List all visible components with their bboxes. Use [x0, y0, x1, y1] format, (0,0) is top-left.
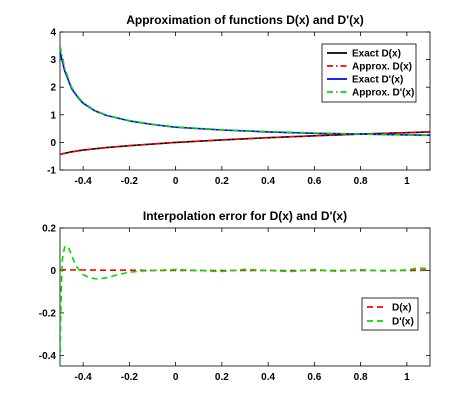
x-tick-label: 0.6 [307, 372, 321, 383]
y-tick-label: 0.2 [42, 224, 56, 235]
legend-entry-error-d: D(x) [367, 303, 411, 314]
y-tick-label: 2 [50, 83, 56, 94]
series-line-d-x [60, 269, 430, 272]
bottom-axes-frame [59, 227, 431, 367]
bottom-legend: D(x) D'(x) [361, 297, 419, 331]
legend-label-error-d: D(x) [392, 303, 411, 314]
x-tick-label: -0.4 [75, 372, 93, 383]
x-tick-label: -0.2 [121, 372, 139, 383]
y-tick-label: 4 [50, 28, 56, 39]
series-line-approx-dprime-x [60, 45, 430, 136]
legend-entry-error-dprime: D'(x) [367, 317, 414, 328]
series-line-dprime-x [60, 245, 430, 362]
legend-label-approx-dprime: Approx. D'(x) [352, 88, 414, 99]
y-tick-label: -1 [47, 166, 56, 177]
legend-entry-approx-d: Approx. D(x) [327, 62, 412, 73]
top-legend: Exact D(x) Approx. D(x) Exact D'(x) Appr… [321, 43, 417, 103]
legend-label-approx-d: Approx. D(x) [352, 62, 412, 73]
x-tick-label: 0.8 [354, 176, 368, 187]
x-tick-label: 0.6 [307, 176, 321, 187]
x-tick-label: 0 [173, 176, 179, 187]
bottom-legend-box [361, 297, 419, 331]
y-tick-label: 3 [50, 55, 56, 66]
x-tick-label: 0.2 [215, 372, 229, 383]
x-tick-label: 1 [404, 372, 410, 383]
y-tick-label: 0 [50, 266, 56, 277]
x-tick-label: 1 [404, 176, 410, 187]
bottom-chart-title: Interpolation error for D(x) and D'(x) [143, 209, 347, 223]
legend-label-exact-dprime: Exact D'(x) [352, 75, 403, 86]
legend-entry-exact-dprime: Exact D'(x) [327, 75, 403, 86]
y-tick-label: -0.4 [39, 351, 57, 362]
legend-entry-exact-d: Exact D(x) [327, 49, 401, 60]
x-tick-label: 0.4 [261, 176, 275, 187]
x-tick-label: -0.4 [75, 176, 93, 187]
x-tick-label: 0.8 [354, 372, 368, 383]
y-tick-label: -0.2 [39, 308, 57, 319]
top-axes: Approximation of functions D(x) and D'(x… [47, 13, 431, 187]
legend-label-error-dprime: D'(x) [392, 317, 414, 328]
y-tick-label: 0 [50, 138, 56, 149]
top-chart-title: Approximation of functions D(x) and D'(x… [126, 13, 364, 27]
x-tick-label: 0.4 [261, 372, 275, 383]
x-tick-label: 0.2 [215, 176, 229, 187]
legend-label-exact-d: Exact D(x) [352, 49, 401, 60]
y-tick-label: 1 [50, 110, 56, 121]
x-tick-label: 0 [173, 372, 179, 383]
bottom-axes: Interpolation error for D(x) and D'(x) -… [39, 209, 431, 383]
legend-entry-approx-dprime: Approx. D'(x) [327, 88, 414, 99]
x-tick-label: -0.2 [121, 176, 139, 187]
